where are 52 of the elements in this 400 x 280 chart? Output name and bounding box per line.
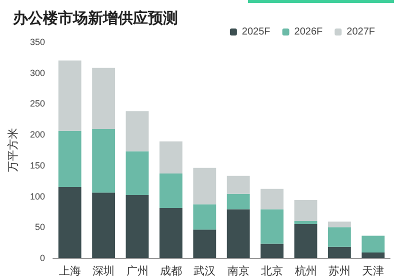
- bar: [294, 200, 318, 221]
- bar: [226, 209, 250, 258]
- x-tick-label: 北京: [261, 264, 284, 278]
- bar: [92, 68, 116, 130]
- bar: [328, 246, 351, 258]
- x-tick-label: 深圳: [92, 264, 115, 278]
- bar: [92, 129, 116, 193]
- x-tick-label: 天津: [362, 264, 384, 278]
- bar: [226, 176, 250, 194]
- y-tick-label: 350: [30, 37, 45, 47]
- legend-label: 2026F: [294, 26, 323, 38]
- y-tick-label: 0: [40, 253, 45, 263]
- bar: [159, 141, 182, 174]
- bar: [260, 188, 284, 210]
- bar: [58, 187, 82, 258]
- legend-label: 2027F: [346, 26, 376, 38]
- bar: [294, 224, 318, 258]
- bar: [193, 230, 216, 258]
- y-tick-label: 100: [30, 191, 45, 202]
- bar: [193, 204, 216, 230]
- x-tick-label: 杭州: [294, 264, 317, 278]
- bar: [58, 60, 82, 131]
- bar: [126, 111, 149, 152]
- x-tick-label: 上海: [58, 264, 81, 278]
- x-tick-label: 武汉: [194, 264, 216, 278]
- bar: [126, 151, 149, 196]
- y-tick-label: 300: [30, 68, 45, 78]
- x-tick-label: 苏州: [328, 264, 350, 278]
- y-tick-label: 200: [30, 130, 45, 140]
- bar: [260, 209, 284, 244]
- chart-title: 办公楼市场新增供应预测: [12, 9, 178, 27]
- bar: [294, 220, 318, 224]
- y-tick-label: 50: [34, 222, 45, 232]
- y-tick-label: 150: [30, 160, 45, 170]
- bar: [362, 252, 385, 258]
- bar: [328, 222, 351, 228]
- bar: [193, 168, 216, 204]
- x-tick-label: 广州: [126, 264, 148, 278]
- bar: [159, 208, 182, 258]
- bar: [362, 236, 385, 252]
- bar: [159, 173, 182, 208]
- bar: [126, 195, 149, 258]
- bar: [260, 244, 284, 258]
- bar: [58, 130, 82, 188]
- x-tick-label: 成都: [160, 264, 182, 278]
- y-tick-label: 250: [30, 98, 45, 109]
- bar: [226, 194, 250, 210]
- bar: [328, 227, 351, 247]
- legend-label: 2025F: [242, 26, 270, 38]
- bar: [92, 192, 116, 258]
- x-tick-label: 南京: [227, 264, 250, 278]
- y-axis-title: 万平方米: [6, 128, 20, 172]
